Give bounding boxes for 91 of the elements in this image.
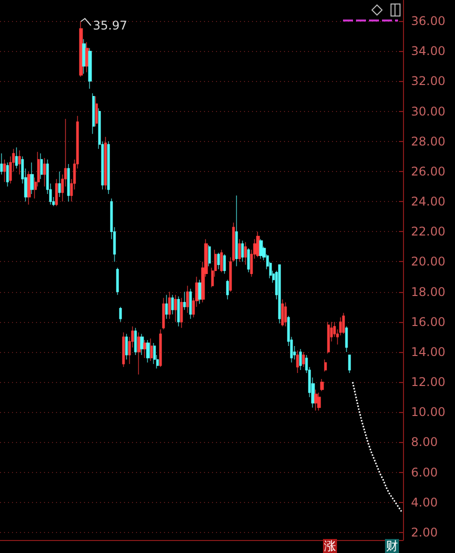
candlestick [159,329,162,368]
candlestick [177,296,180,327]
candlestick [58,171,61,198]
candlestick [217,252,220,270]
candlestick [143,340,147,358]
candlestick [348,354,351,374]
y-tick-label: 10.00 [411,405,446,420]
candlestick [180,298,183,328]
candlestick [198,279,202,304]
candlestick [226,279,229,300]
candlestick [0,153,3,175]
candlestick [104,136,107,190]
candlestick [92,92,95,134]
candlestick [317,392,321,411]
candlestick [171,294,174,315]
y-tick-label: 12.00 [411,375,446,390]
candlestick [85,42,89,72]
candlestick [247,248,250,273]
candlestick [137,332,141,375]
candlestick [55,178,58,206]
candlestick [278,264,281,324]
candlestick [168,292,171,320]
candlestick [162,298,165,330]
candlestick [299,348,302,370]
candlestick [116,267,119,296]
candlestick [150,338,153,362]
y-tick-label: 20.00 [411,254,446,269]
candlestick [342,312,345,334]
candlestick [238,238,241,262]
candlestick [67,164,70,202]
candlestick [122,332,125,368]
y-tick-label: 18.00 [411,284,446,299]
candlestick [259,238,263,260]
y-tick-label: 14.00 [411,344,446,359]
candlestick [107,141,110,194]
candlestick [27,171,31,205]
candlestick [15,147,18,169]
candlestick [296,350,299,374]
candlestick [40,153,43,180]
candlestick [140,334,144,356]
candlestick [284,302,287,327]
y-tick-label: 24.00 [411,194,446,209]
candlestick [6,162,9,187]
annotation: 财 [385,539,399,553]
y-tick-label: 28.00 [411,134,446,148]
y-tick-label: 6.00 [411,465,438,480]
y-tick-label: 4.00 [411,495,438,510]
annotation: 涨 [323,539,337,553]
candlestick [88,48,92,90]
candlestick [3,159,6,182]
candlestick [43,158,46,187]
y-tick-label: 22.00 [411,224,446,239]
candlestick [95,96,98,127]
candlestick [314,389,318,411]
candlestick [327,322,330,354]
candlestick [241,240,244,262]
candlestick [174,294,177,322]
candlestick [79,21,83,78]
y-tick-label: 36.00 [411,14,446,28]
candlestick [146,340,150,363]
candlestick [235,195,238,267]
candlestick [30,162,34,194]
candlestick [345,326,348,352]
annotation: 35.97 [92,18,128,33]
candlestick [186,285,189,314]
candlestick [302,352,305,368]
y-tick-label: 32.00 [411,74,446,88]
candlestick [165,294,168,320]
candlestick [82,38,86,74]
candlestick [208,244,211,267]
candlestick [223,254,226,274]
y-tick-label: 8.00 [411,435,438,450]
candlestick [220,249,223,273]
candlestick [183,292,186,310]
candlestick [119,306,122,322]
candlestick [153,342,156,364]
candlestick [320,378,324,392]
candlestick [244,242,247,266]
line-series [352,381,402,512]
candlestick [324,359,327,372]
candlestick [256,231,260,258]
y-tick-label: 16.00 [411,314,446,329]
y-tick-label: 30.00 [411,104,446,118]
y-tick-label: 26.00 [411,164,446,178]
y-tick-label: 2.00 [411,525,438,540]
candlestick [125,334,128,360]
candlestick [189,288,192,320]
candlestick [281,299,284,327]
candlestick [134,328,137,356]
candlestick [18,150,21,175]
y-tick-label: 34.00 [411,44,446,58]
